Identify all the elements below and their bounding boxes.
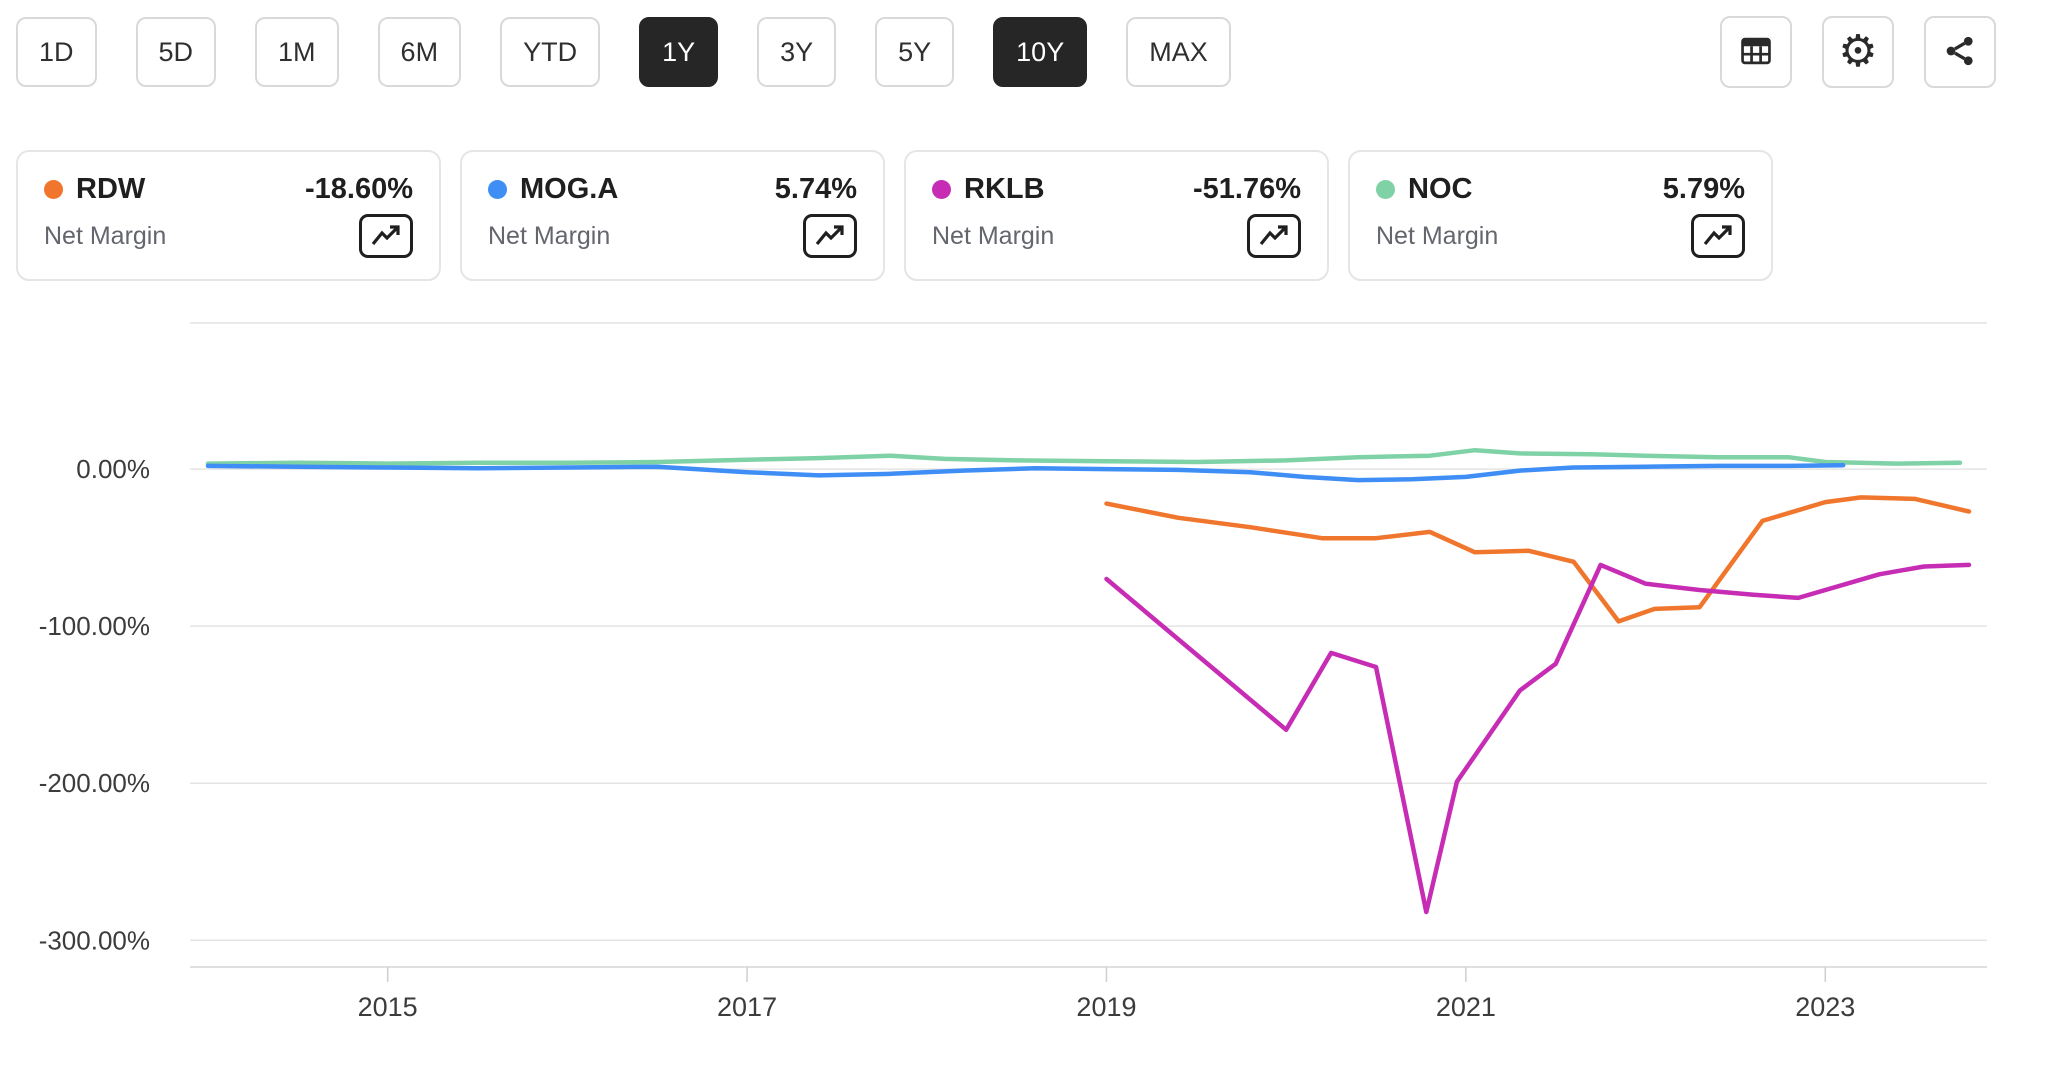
series-line-noc [205, 447, 1963, 466]
ticker-label: NOC [1408, 173, 1473, 205]
trend-up-icon[interactable] [359, 214, 413, 258]
settings-button[interactable]: ⚙ [1822, 16, 1894, 88]
share-icon [1942, 33, 1978, 72]
series-color-dot [44, 180, 63, 199]
range-button-ytd[interactable]: YTD [500, 17, 601, 87]
metric-name: Net Margin [488, 221, 611, 250]
series-line-rklb [1104, 562, 1972, 915]
ticker-label: RDW [76, 173, 146, 205]
range-button-1y[interactable]: 1Y [639, 17, 719, 87]
time-range-group: 1D 5D 1M 6M YTD 1Y 3Y 5Y 10Y MAX [16, 17, 1231, 87]
series-color-dot [488, 180, 507, 199]
range-button-1m[interactable]: 1M [255, 17, 339, 87]
table-view-button[interactable] [1720, 16, 1792, 88]
toolbar-tools: ⚙ [1720, 16, 1996, 88]
gear-icon: ⚙ [1838, 27, 1878, 76]
metric-value: 5.74% [774, 173, 857, 205]
metric-card-noc[interactable]: NOC 5.79% Net Margin [1348, 150, 1773, 281]
y-tick-label: -200.00% [39, 768, 150, 798]
x-tick-label: 2023 [1795, 992, 1855, 1022]
metric-name: Net Margin [1376, 221, 1499, 250]
metric-value: -51.76% [1192, 173, 1301, 205]
share-button[interactable] [1924, 16, 1996, 88]
range-button-5d[interactable]: 5D [135, 17, 217, 87]
range-button-10y[interactable]: 10Y [993, 17, 1088, 87]
metric-name: Net Margin [44, 221, 167, 250]
series-color-dot [932, 180, 951, 199]
y-tick-label: -100.00% [39, 611, 150, 641]
metric-value: -18.60% [304, 173, 413, 205]
ticker-label: MOG.A [520, 173, 619, 205]
range-button-1d[interactable]: 1D [16, 17, 97, 87]
x-tick-label: 2015 [358, 992, 418, 1022]
trend-up-icon[interactable] [1247, 214, 1301, 258]
x-tick-label: 2021 [1436, 992, 1496, 1022]
range-button-3y[interactable]: 3Y [757, 17, 837, 87]
x-tick-label: 2019 [1076, 992, 1136, 1022]
range-button-5y[interactable]: 5Y [875, 17, 955, 87]
metric-card-moga[interactable]: MOG.A 5.74% Net Margin [460, 150, 885, 281]
series-line-rdw [1104, 495, 1972, 624]
range-button-6m[interactable]: 6M [377, 17, 462, 87]
series-color-dot [1376, 180, 1395, 199]
series-line-moga [205, 462, 1846, 483]
legend-cards: RDW -18.60% Net Margin MOG.A 5.74% Net M… [0, 150, 2050, 281]
table-icon [1737, 32, 1775, 73]
range-button-max[interactable]: MAX [1126, 17, 1231, 87]
metric-name: Net Margin [932, 221, 1055, 250]
metric-card-rklb[interactable]: RKLB -51.76% Net Margin [904, 150, 1329, 281]
x-tick-label: 2017 [717, 992, 777, 1022]
ticker-label: RKLB [964, 173, 1045, 205]
y-tick-label: -300.00% [39, 925, 150, 955]
metric-card-rdw[interactable]: RDW -18.60% Net Margin [16, 150, 441, 281]
trend-up-icon[interactable] [1691, 214, 1745, 258]
metric-value: 5.79% [1662, 173, 1745, 205]
trend-up-icon[interactable] [803, 214, 857, 258]
toolbar: 1D 5D 1M 6M YTD 1Y 3Y 5Y 10Y MAX ⚙ [0, 0, 2050, 88]
y-tick-label: 0.00% [76, 454, 150, 484]
